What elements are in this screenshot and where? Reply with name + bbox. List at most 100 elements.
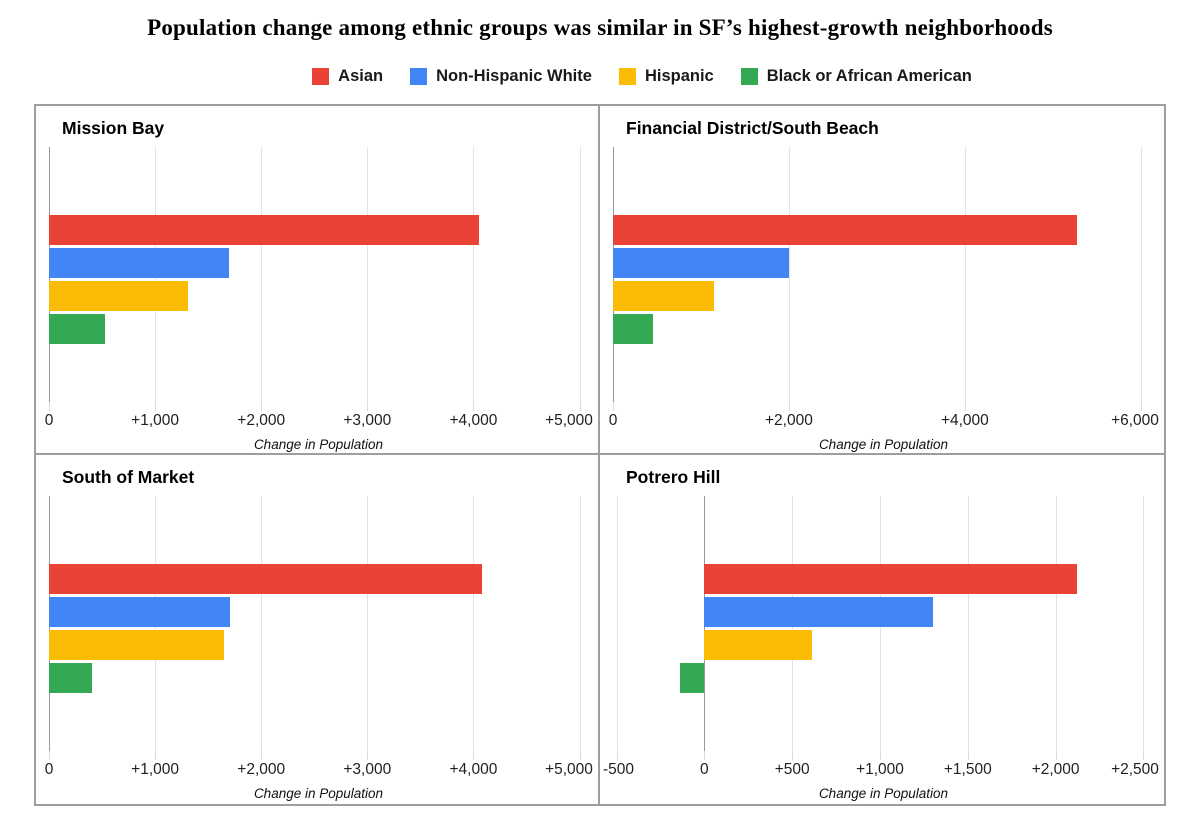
legend-swatch-non-hispanic-white	[410, 68, 428, 85]
gridline	[473, 496, 475, 751]
panel-mission-bay: Mission Bay 0 +1,000 +2,000 +3,000 +4,000 +5,0…	[36, 106, 600, 455]
legend-item-black-or-african-american: Black or African American	[740, 67, 972, 86]
tick-label: +1,000	[856, 761, 904, 778]
tick-stub	[155, 402, 157, 411]
panel-potrero-hill: Potrero Hill -500 0 +500 +1,000 +1,500 +2,000 +…	[600, 455, 1164, 804]
tick-label: +4,000	[940, 412, 989, 429]
gridline	[788, 147, 790, 402]
bar-black-or-african-american	[679, 663, 705, 693]
bar-hispanic	[613, 281, 714, 311]
tick-label: +500	[774, 761, 810, 778]
legend-swatch-asian	[312, 68, 330, 85]
tick-label: 0	[608, 412, 618, 429]
axis-title: Change in Population	[818, 786, 949, 801]
gridline	[367, 496, 369, 751]
tick-stub	[367, 402, 369, 411]
gridline	[261, 147, 263, 402]
tick-label: 0	[44, 761, 54, 778]
legend-label: Hispanic	[644, 67, 714, 85]
tick-label: +1,000	[131, 412, 180, 429]
tick-label: +5,000	[545, 761, 593, 778]
panels-grid: Mission Bay 0 +1,000 +2,000 +3,000 +4,000 +5,0…	[34, 104, 1166, 806]
tick-label: +2,000	[1031, 761, 1080, 778]
tick-label: +2,000	[237, 412, 286, 429]
panel-title: Potrero Hill	[626, 467, 721, 487]
tick-stub	[579, 402, 581, 411]
gridline	[1143, 496, 1145, 751]
legend-item-asian: Asian	[312, 67, 383, 86]
tick-label: +4,000	[449, 412, 498, 429]
tick-stub	[879, 751, 881, 760]
legend-label: Non-Hispanic White	[436, 67, 592, 85]
panel-title: Mission Bay	[62, 118, 165, 138]
bar-black-or-african-american	[613, 314, 653, 344]
bar-black-or-african-american	[49, 663, 92, 693]
tick-label: +5,000	[545, 412, 593, 429]
legend-label: Black or African American	[766, 67, 972, 85]
bar-non-hispanic-white	[613, 248, 789, 278]
bar-non-hispanic-white	[49, 248, 230, 278]
tick-stub	[792, 751, 794, 760]
legend-label: Asian	[338, 67, 384, 85]
bar-non-hispanic-white	[704, 597, 933, 627]
plot-area	[49, 496, 588, 751]
panel-title: Financial District/South Beach	[626, 118, 879, 138]
legend-item-non-hispanic-white: Non-Hispanic White	[410, 67, 592, 86]
gridline	[579, 496, 581, 751]
bar-non-hispanic-white	[49, 597, 231, 627]
plot-area	[613, 147, 1154, 402]
tick-stub	[473, 402, 475, 411]
axis-title: Change in Population	[253, 786, 384, 801]
axis-title: Change in Population	[818, 437, 949, 452]
tick-label: +1,000	[131, 761, 180, 778]
tick-label: +6,000	[1111, 412, 1159, 429]
tick-stub	[1140, 402, 1142, 411]
panel-financial-district-south-beach: Financial District/South Beach 0 +2,000 +4,…	[600, 106, 1164, 455]
tick-stub	[704, 751, 706, 760]
tick-label: +2,000	[765, 412, 813, 429]
legend-item-hispanic: Hispanic	[618, 67, 714, 86]
bar-hispanic	[49, 630, 224, 660]
gridline	[1140, 147, 1142, 402]
gridline	[1055, 496, 1057, 751]
tick-stub	[261, 751, 263, 760]
tick-stub	[964, 402, 966, 411]
tick-label: +2,500	[1111, 761, 1159, 778]
plot-area	[613, 496, 1154, 751]
gridline	[616, 496, 618, 751]
tick-stub	[155, 751, 157, 760]
bar-asian	[49, 215, 479, 245]
tick-label: -500	[602, 761, 635, 778]
tick-stub	[613, 402, 614, 411]
tick-stub	[49, 402, 50, 411]
gridline	[473, 147, 475, 402]
tick-label: +2,000	[237, 761, 286, 778]
tick-label: 0	[700, 761, 709, 778]
tick-stub	[967, 751, 969, 760]
bar-hispanic	[49, 281, 188, 311]
gridline	[579, 147, 581, 402]
tick-stub	[579, 751, 581, 760]
gridline	[967, 496, 969, 751]
bar-hispanic	[704, 630, 813, 660]
tick-stub	[616, 751, 618, 760]
tick-label: 0	[44, 412, 54, 429]
tick-stub	[1143, 751, 1145, 760]
tick-stub	[788, 402, 790, 411]
gridline	[261, 496, 263, 751]
tick-stub	[367, 751, 369, 760]
plot-area	[49, 147, 588, 402]
tick-label: +4,000	[449, 761, 498, 778]
panel-south-of-market: South of Market 0 +1,000 +2,000 +3,000 +4,000…	[36, 455, 600, 804]
tick-label: +1,500	[943, 761, 992, 778]
tick-label: +3,000	[343, 761, 392, 778]
bar-asian	[49, 564, 482, 594]
legend-swatch-hispanic	[618, 68, 636, 85]
tick-stub	[1055, 751, 1057, 760]
bar-asian	[613, 215, 1077, 245]
bar-black-or-african-american	[49, 314, 106, 344]
tick-stub	[49, 751, 50, 760]
bar-asian	[704, 564, 1077, 594]
legend-swatch-black-or-african-american	[740, 68, 758, 85]
